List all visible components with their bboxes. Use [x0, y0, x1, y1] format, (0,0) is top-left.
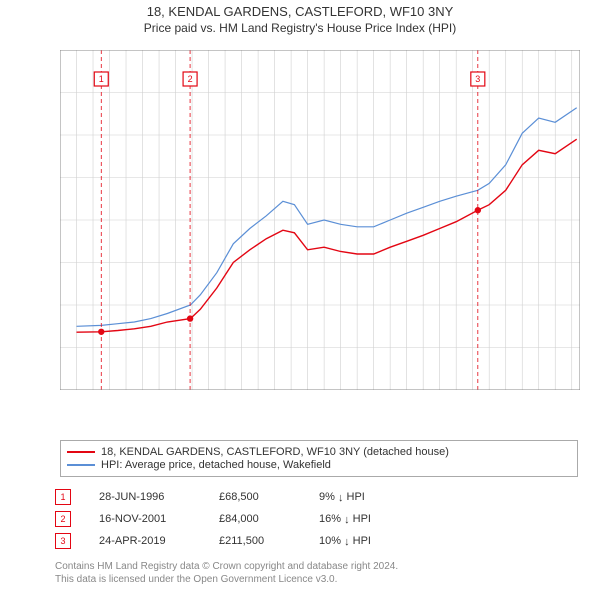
sale-row-marker: 2 — [55, 511, 71, 527]
sale-row-number: 1 — [60, 492, 65, 502]
sale-delta-pct: 9% — [319, 491, 335, 503]
sale-delta-pct: 16% — [319, 513, 341, 525]
sale-marker-number: 2 — [188, 74, 193, 84]
sale-date: 24-APR-2019 — [99, 535, 219, 547]
sale-row: 3 24-APR-2019£211,50010% ↓ HPI — [55, 530, 439, 552]
down-arrow-icon: ↓ — [344, 514, 350, 526]
title-line-1: 18, KENDAL GARDENS, CASTLEFORD, WF10 3NY — [0, 4, 600, 19]
sale-delta-suffix: HPI — [347, 491, 365, 503]
sale-delta: 10% ↓ HPI — [319, 535, 439, 547]
legend: 18, KENDAL GARDENS, CASTLEFORD, WF10 3NY… — [60, 440, 578, 477]
sale-row: 2 16-NOV-2001£84,00016% ↓ HPI — [55, 508, 439, 530]
sale-marker-dot — [98, 329, 104, 335]
sale-row-marker: 1 — [55, 489, 71, 505]
sale-marker-dot — [187, 315, 193, 321]
sale-price: £211,500 — [219, 535, 319, 547]
sale-row-number: 2 — [60, 514, 65, 524]
series-hpi-line — [77, 108, 577, 326]
legend-row: 18, KENDAL GARDENS, CASTLEFORD, WF10 3NY… — [67, 446, 571, 458]
down-arrow-icon: ↓ — [344, 536, 350, 548]
chart-titles: 18, KENDAL GARDENS, CASTLEFORD, WF10 3NY… — [0, 0, 600, 35]
legend-label: HPI: Average price, detached house, Wake… — [101, 459, 331, 471]
footer-line-2: This data is licensed under the Open Gov… — [55, 574, 398, 587]
footer-attribution: Contains HM Land Registry data © Crown c… — [55, 561, 398, 586]
sale-delta-suffix: HPI — [353, 513, 371, 525]
price-chart: 123 £0£50K£100K£150K£200K£250K£300K£350K… — [60, 50, 580, 390]
sale-date: 28-JUN-1996 — [99, 491, 219, 503]
sale-row-marker: 3 — [55, 533, 71, 549]
sales-table: 1 28-JUN-1996£68,5009% ↓ HPI 2 16-NOV-2001£… — [55, 486, 439, 552]
sale-delta: 9% ↓ HPI — [319, 491, 439, 503]
sale-price: £84,000 — [219, 513, 319, 525]
sale-marker-dot — [475, 207, 481, 213]
series-property-line — [77, 139, 577, 332]
sale-delta-suffix: HPI — [353, 535, 371, 547]
sale-delta: 16% ↓ HPI — [319, 513, 439, 525]
sale-date: 16-NOV-2001 — [99, 513, 219, 525]
sale-marker-number: 3 — [475, 74, 480, 84]
down-arrow-icon: ↓ — [338, 492, 344, 504]
sale-price: £68,500 — [219, 491, 319, 503]
legend-label: 18, KENDAL GARDENS, CASTLEFORD, WF10 3NY… — [101, 446, 449, 458]
legend-swatch — [67, 451, 95, 453]
sale-row-number: 3 — [60, 536, 65, 546]
legend-swatch — [67, 464, 95, 466]
sale-marker-number: 1 — [99, 74, 104, 84]
sale-row: 1 28-JUN-1996£68,5009% ↓ HPI — [55, 486, 439, 508]
footer-line-1: Contains HM Land Registry data © Crown c… — [55, 561, 398, 574]
title-line-2: Price paid vs. HM Land Registry's House … — [0, 21, 600, 35]
legend-row: HPI: Average price, detached house, Wake… — [67, 459, 571, 471]
sale-delta-pct: 10% — [319, 535, 341, 547]
